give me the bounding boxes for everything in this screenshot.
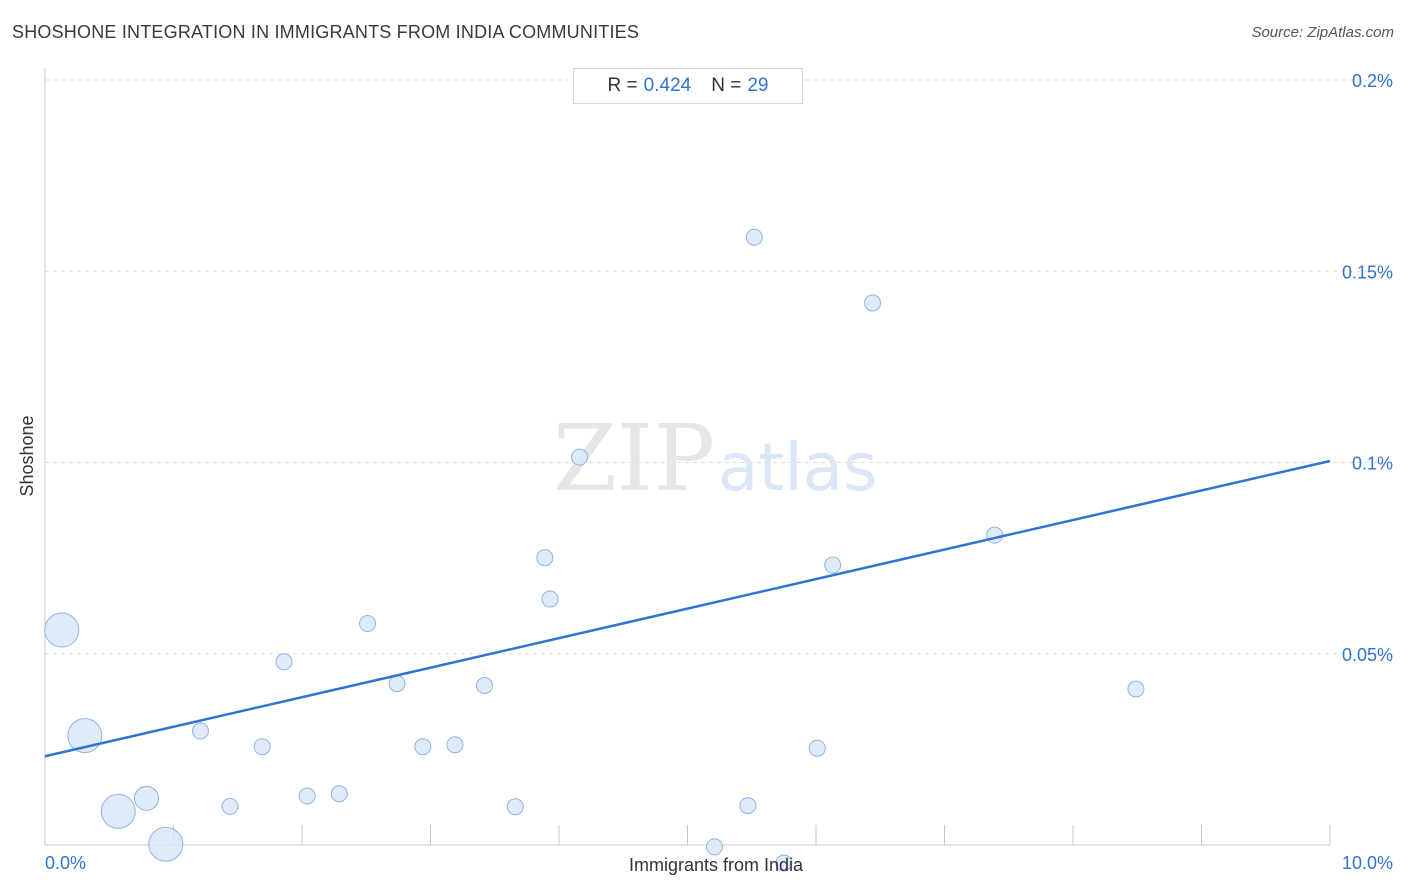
- data-point: [134, 785, 160, 811]
- data-point: [571, 448, 589, 466]
- data-point: [506, 798, 524, 816]
- data-point: [775, 854, 793, 872]
- data-point: [864, 294, 882, 312]
- data-point: [359, 615, 377, 633]
- watermark-atlas: atlas: [718, 429, 878, 506]
- data-point: [536, 549, 554, 567]
- data-point: [745, 228, 763, 246]
- data-point: [739, 797, 757, 815]
- r-value: 0.424: [643, 75, 692, 96]
- data-point: [446, 736, 464, 754]
- watermark: ZIP atlas: [553, 405, 878, 512]
- data-point: [221, 797, 239, 815]
- data-point: [1127, 680, 1145, 698]
- data-point: [475, 676, 493, 694]
- data-point: [298, 787, 316, 805]
- n-value: 29: [747, 75, 769, 96]
- r-label: R =: [607, 75, 638, 96]
- x-tick-label: 0.0%: [45, 853, 86, 873]
- y-tick-label: 0.05%: [1342, 645, 1393, 665]
- y-axis-title: Shoshone: [17, 415, 37, 496]
- data-point: [705, 838, 723, 856]
- y-tick-label: 0.1%: [1352, 454, 1393, 474]
- grid-layer: [45, 79, 1390, 655]
- data-point: [986, 526, 1004, 544]
- data-point: [44, 612, 80, 648]
- data-point: [824, 556, 842, 574]
- x-tick-label: 10.0%: [1342, 853, 1393, 873]
- trend-layer: [44, 459, 1331, 758]
- data-point: [541, 590, 559, 608]
- y-tick-label: 0.15%: [1342, 262, 1393, 282]
- y-tick-label: 0.2%: [1352, 71, 1393, 91]
- n-label: N =: [711, 75, 742, 96]
- data-point: [100, 793, 136, 829]
- data-point: [148, 826, 184, 862]
- data-point: [253, 738, 271, 756]
- labels-layer: 0.05% 0.1% 0.15% 0.2% 0.0% 10.0% Immigrants fr…: [17, 71, 1393, 875]
- data-point: [388, 675, 406, 693]
- data-point: [330, 785, 348, 803]
- x-axis-title: Immigrants from India: [629, 855, 804, 875]
- data-point: [275, 653, 293, 671]
- stats-box: R = 0.424 N = 29: [573, 68, 803, 104]
- points-layer: [44, 228, 1145, 872]
- data-point: [191, 722, 209, 740]
- source-credit: Source: ZipAtlas.com: [1251, 24, 1394, 41]
- trend-line: [44, 459, 1331, 758]
- data-point: [414, 738, 432, 756]
- chart-title: SHOSHONE INTEGRATION IN IMMIGRANTS FROM …: [12, 22, 640, 42]
- data-point: [808, 739, 826, 757]
